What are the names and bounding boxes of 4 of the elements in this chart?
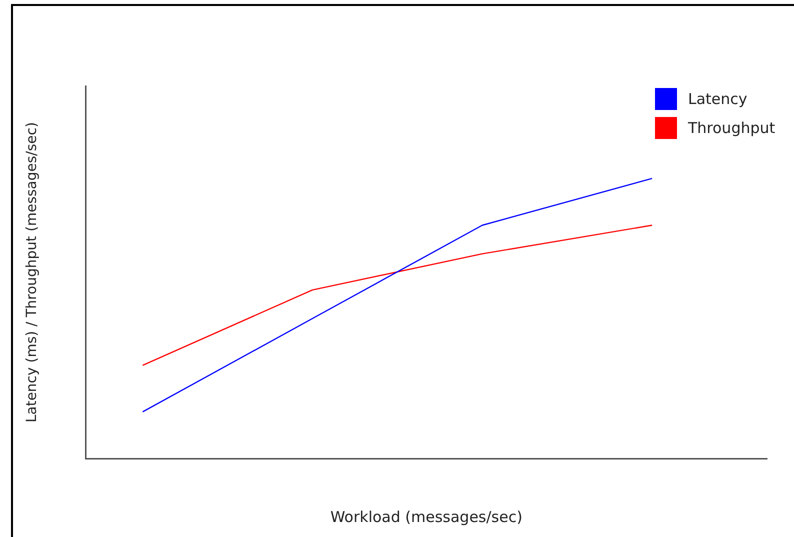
legend-label: Latency <box>688 90 748 108</box>
x-axis-title: Workload (messages/sec) <box>330 508 522 526</box>
y-axis-title: Latency (ms) / Throughput (messages/sec) <box>24 122 40 423</box>
legend-label: Throughput <box>688 118 776 136</box>
